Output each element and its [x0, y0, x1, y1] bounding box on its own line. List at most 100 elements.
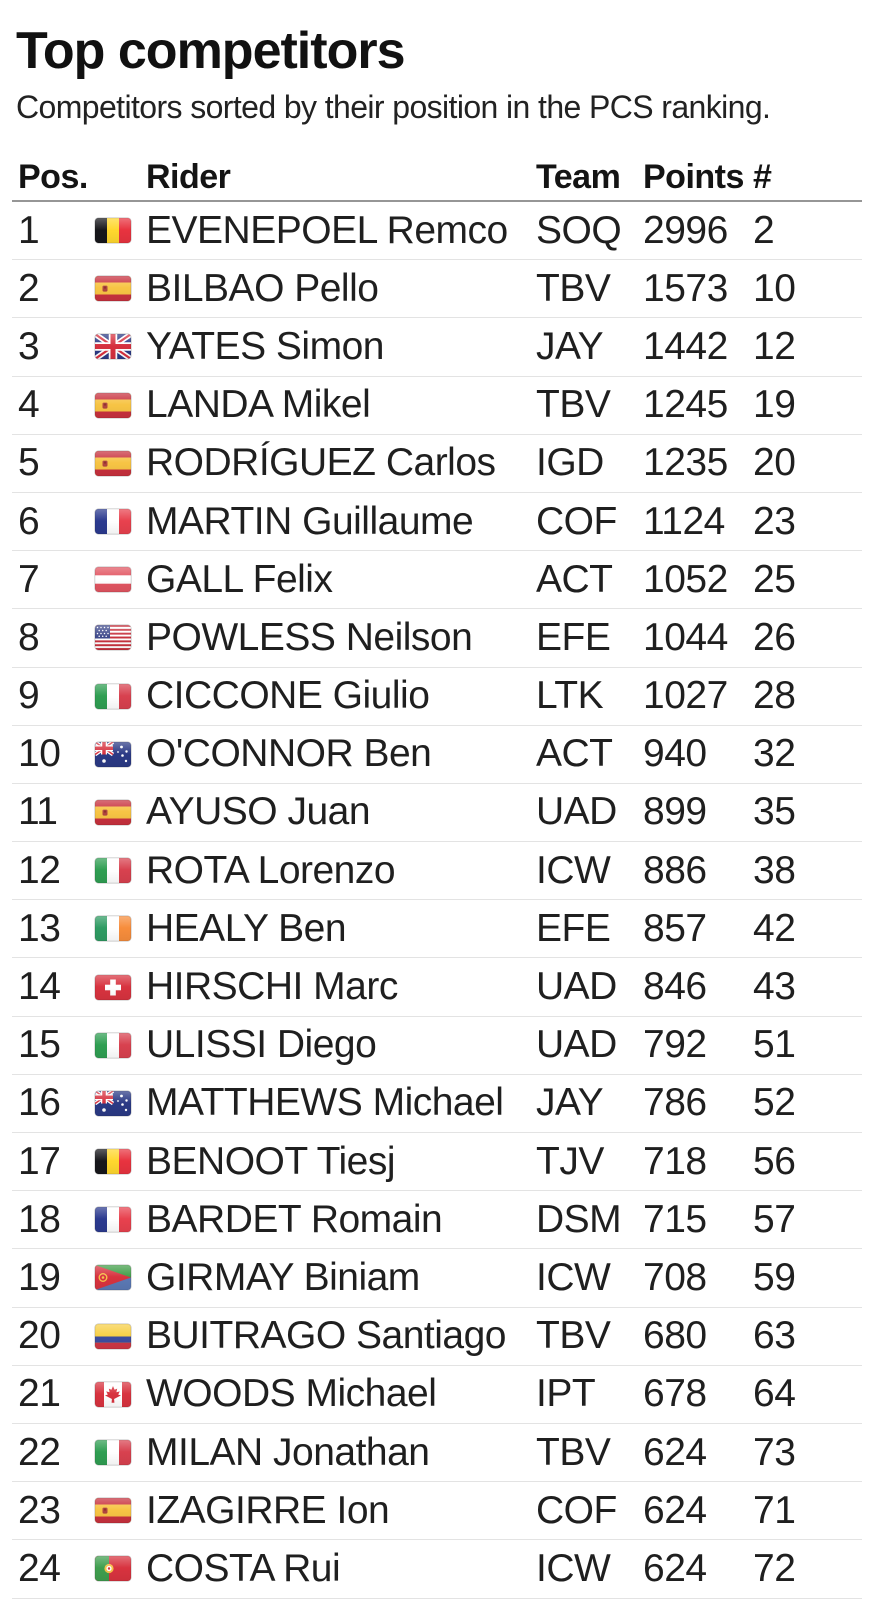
team-code: ICW: [536, 1546, 611, 1590]
team-code: JAY: [536, 324, 604, 368]
rider-name[interactable]: AYUSO Juan: [146, 790, 371, 834]
table-row: 6 MARTIN Guillaume COF 1124 23: [12, 493, 862, 552]
rank-value: 20: [753, 441, 796, 485]
flag-switzerland-icon: [95, 974, 131, 1000]
team-code: ICW: [536, 848, 611, 892]
rank-value: 2: [753, 208, 775, 252]
flag-cell: [95, 218, 146, 244]
team-code: COF: [536, 1488, 617, 1532]
team-code: EFE: [536, 615, 611, 659]
flag-cell: [95, 509, 146, 535]
table-header-row: Pos. Rider Team Points #: [12, 154, 862, 202]
position-cell: 15: [18, 1023, 61, 1067]
rank-value: 25: [753, 557, 796, 601]
position-cell: 7: [18, 557, 40, 601]
flag-spain-icon: [95, 450, 131, 476]
rank-value: 71: [753, 1488, 796, 1532]
page-header: Top competitors Competitors sorted by th…: [0, 20, 873, 128]
rider-name[interactable]: O'CONNOR Ben: [146, 732, 432, 776]
team-code: ICW: [536, 1255, 611, 1299]
position-cell: 18: [18, 1197, 61, 1241]
rider-name[interactable]: YATES Simon: [146, 324, 384, 368]
position-cell: 12: [18, 848, 61, 892]
rank-value: 42: [753, 906, 796, 950]
rider-name[interactable]: HIRSCHI Marc: [146, 965, 398, 1009]
flag-australia-icon: [95, 741, 131, 767]
table-row: 5 RODRÍGUEZ Carlos IGD 1235 20: [12, 435, 862, 493]
flag-belgium-icon: [95, 1149, 131, 1175]
position-cell: 5: [18, 441, 40, 485]
points-value: 846: [643, 965, 707, 1009]
rider-name[interactable]: COSTA Rui: [146, 1546, 341, 1590]
rider-name[interactable]: BUITRAGO Santiago: [146, 1314, 506, 1358]
flag-eritrea-icon: [95, 1265, 131, 1291]
flag-cell: [95, 392, 146, 418]
flag-colombia-icon: [95, 1323, 131, 1349]
rider-name[interactable]: HEALY Ben: [146, 906, 347, 950]
points-value: 899: [643, 790, 707, 834]
rider-name[interactable]: EVENEPOEL Remco: [146, 208, 508, 252]
points-value: 1124: [643, 499, 725, 543]
flag-italy-icon: [95, 1440, 131, 1466]
team-code: LTK: [536, 674, 604, 718]
flag-cell: [95, 1265, 146, 1291]
rider-name[interactable]: MARTIN Guillaume: [146, 499, 474, 543]
table-row: 23 IZAGIRRE Ion COF 624 71: [12, 1482, 862, 1541]
team-code: TJV: [536, 1139, 604, 1183]
rider-name[interactable]: LANDA Mikel: [146, 383, 371, 427]
points-value: 2996: [643, 208, 728, 252]
rider-name[interactable]: IZAGIRRE Ion: [146, 1488, 390, 1532]
table-row: 7 GALL Felix ACT 1052 25: [12, 551, 862, 610]
flag-austria-icon: [95, 567, 131, 593]
rank-value: 32: [753, 732, 796, 776]
flag-cell: [95, 1207, 146, 1233]
points-value: 1044: [643, 615, 728, 659]
position-cell: 2: [18, 266, 40, 310]
table-row: 15 ULISSI Diego UAD 792 51: [12, 1017, 862, 1075]
flag-belgium-icon: [95, 218, 131, 244]
flag-cell: [95, 799, 146, 825]
rider-name[interactable]: GIRMAY Biniam: [146, 1255, 420, 1299]
rider-name[interactable]: BARDET Romain: [146, 1197, 443, 1241]
flag-cell: [95, 1381, 146, 1407]
table-row: 18 BARDET Romain DSM 715 57: [12, 1191, 862, 1250]
rider-name[interactable]: ROTA Lorenzo: [146, 848, 396, 892]
points-value: 1442: [643, 324, 728, 368]
rider-name[interactable]: WOODS Michael: [146, 1372, 437, 1416]
rider-name[interactable]: BENOOT Tiesj: [146, 1139, 396, 1183]
position-cell: 20: [18, 1314, 61, 1358]
table-row: 4 LANDA Mikel TBV 1245 19: [12, 377, 862, 435]
column-header-rider: Rider: [146, 157, 231, 196]
rank-value: 12: [753, 324, 796, 368]
flag-canada-icon: [95, 1381, 131, 1407]
points-value: 680: [643, 1314, 707, 1358]
position-cell: 23: [18, 1488, 61, 1532]
table-row: 1 EVENEPOEL Remco SOQ 2996 2: [12, 202, 862, 261]
rider-name[interactable]: POWLESS Neilson: [146, 615, 473, 659]
rider-name[interactable]: MILAN Jonathan: [146, 1430, 430, 1474]
rank-value: 73: [753, 1430, 796, 1474]
flag-france-icon: [95, 509, 131, 535]
rider-name[interactable]: CICCONE Giulio: [146, 674, 430, 718]
rider-name[interactable]: BILBAO Pello: [146, 266, 379, 310]
page-title: Top competitors: [16, 22, 405, 80]
team-code: IGD: [536, 441, 604, 485]
table-row: 16 MATTHEWS Michael JAY 786 52: [12, 1075, 862, 1133]
points-value: 1027: [643, 674, 728, 718]
points-value: 624: [643, 1430, 707, 1474]
team-code: DSM: [536, 1197, 622, 1241]
rider-name[interactable]: RODRÍGUEZ Carlos: [146, 441, 496, 485]
table-row: 21 WOODS Michael IPT 678 64: [12, 1366, 862, 1424]
flag-cell: [95, 683, 146, 709]
rider-name[interactable]: ULISSI Diego: [146, 1023, 377, 1067]
rider-name[interactable]: MATTHEWS Michael: [146, 1081, 504, 1125]
table-row: 20 BUITRAGO Santiago TBV 680 63: [12, 1308, 862, 1366]
team-code: ACT: [536, 732, 613, 776]
flag-cell: [95, 1556, 146, 1582]
flag-australia-icon: [95, 1090, 131, 1116]
rank-value: 51: [753, 1023, 796, 1067]
position-cell: 14: [18, 965, 61, 1009]
team-code: IPT: [536, 1372, 596, 1416]
rider-name[interactable]: GALL Felix: [146, 557, 333, 601]
position-cell: 22: [18, 1430, 61, 1474]
